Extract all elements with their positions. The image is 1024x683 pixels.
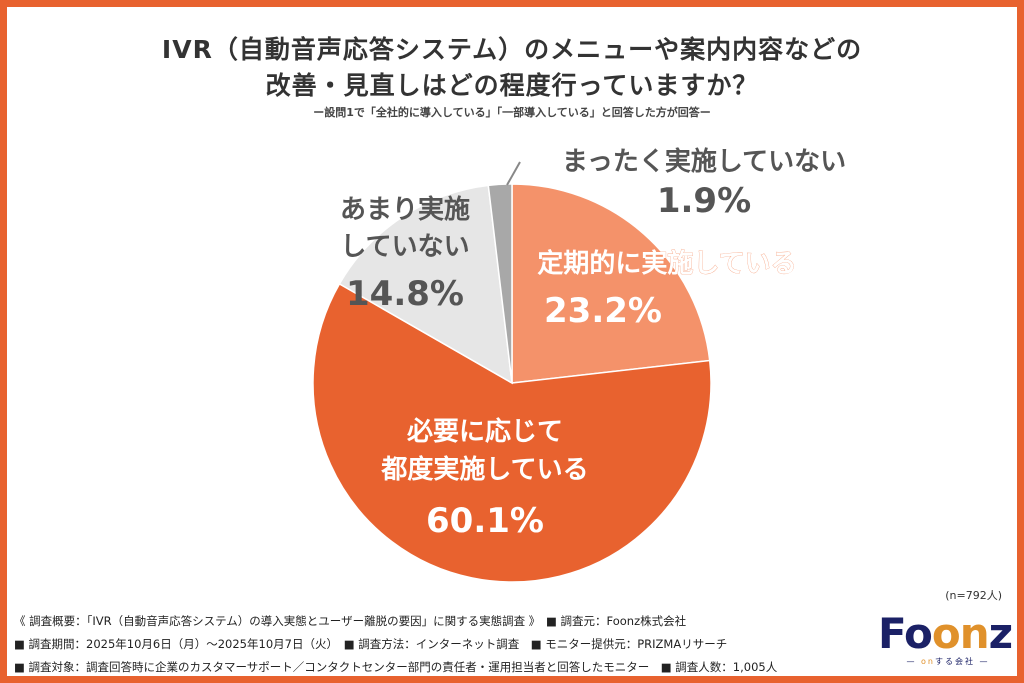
slice-label-1: 都度実施している [380, 454, 588, 485]
foonz-logo: Foonz — onする会社 — [878, 609, 1013, 667]
pie-slice-2 [338, 184, 513, 385]
title-line-1: IVR（自動音声応答システム）のメニューや案内内容などの [161, 35, 863, 64]
pie-slice-1 [312, 282, 712, 583]
subtitle: ー設問1で「全社的に導入している」「一部導入している」と回答した方が回答ー [313, 106, 711, 119]
slice-label-0: 定期的に実施している [537, 248, 796, 279]
footer-line-1: 《 調査概要：「IVR（自動音声応答システム）の導入実態とユーザー離脱の要因」に… [14, 614, 687, 628]
slice-label-1: 必要に応じて [407, 416, 563, 447]
slice-value-2: 14.8% [346, 274, 464, 314]
slice-label-2: あまり実施 [340, 194, 470, 225]
footer-line-2: ■ 調査期間：2025年10月6日（月）～2025年10月7日（火） ■ 調査方… [14, 637, 728, 651]
pie-slice-3 [487, 183, 513, 384]
pie-slice-0 [511, 183, 711, 384]
slice-value-1: 60.1% [426, 501, 544, 541]
title-line-2: 改善・見直しはどの程度行っていますか？ [265, 71, 759, 100]
footer-line-3: ■ 調査対象：調査回答時に企業のカスタマーサポート／コンタクトセンター部門の責任… [14, 660, 778, 674]
sample-size: (n=792人) [945, 589, 1002, 602]
slice-value-3: 1.9% [657, 181, 751, 221]
slice-label-3: まったく実施していない [562, 146, 846, 177]
leader-line [506, 161, 521, 186]
slice-value-0: 23.2% [544, 291, 662, 331]
slice-label-2: していない [340, 232, 469, 262]
